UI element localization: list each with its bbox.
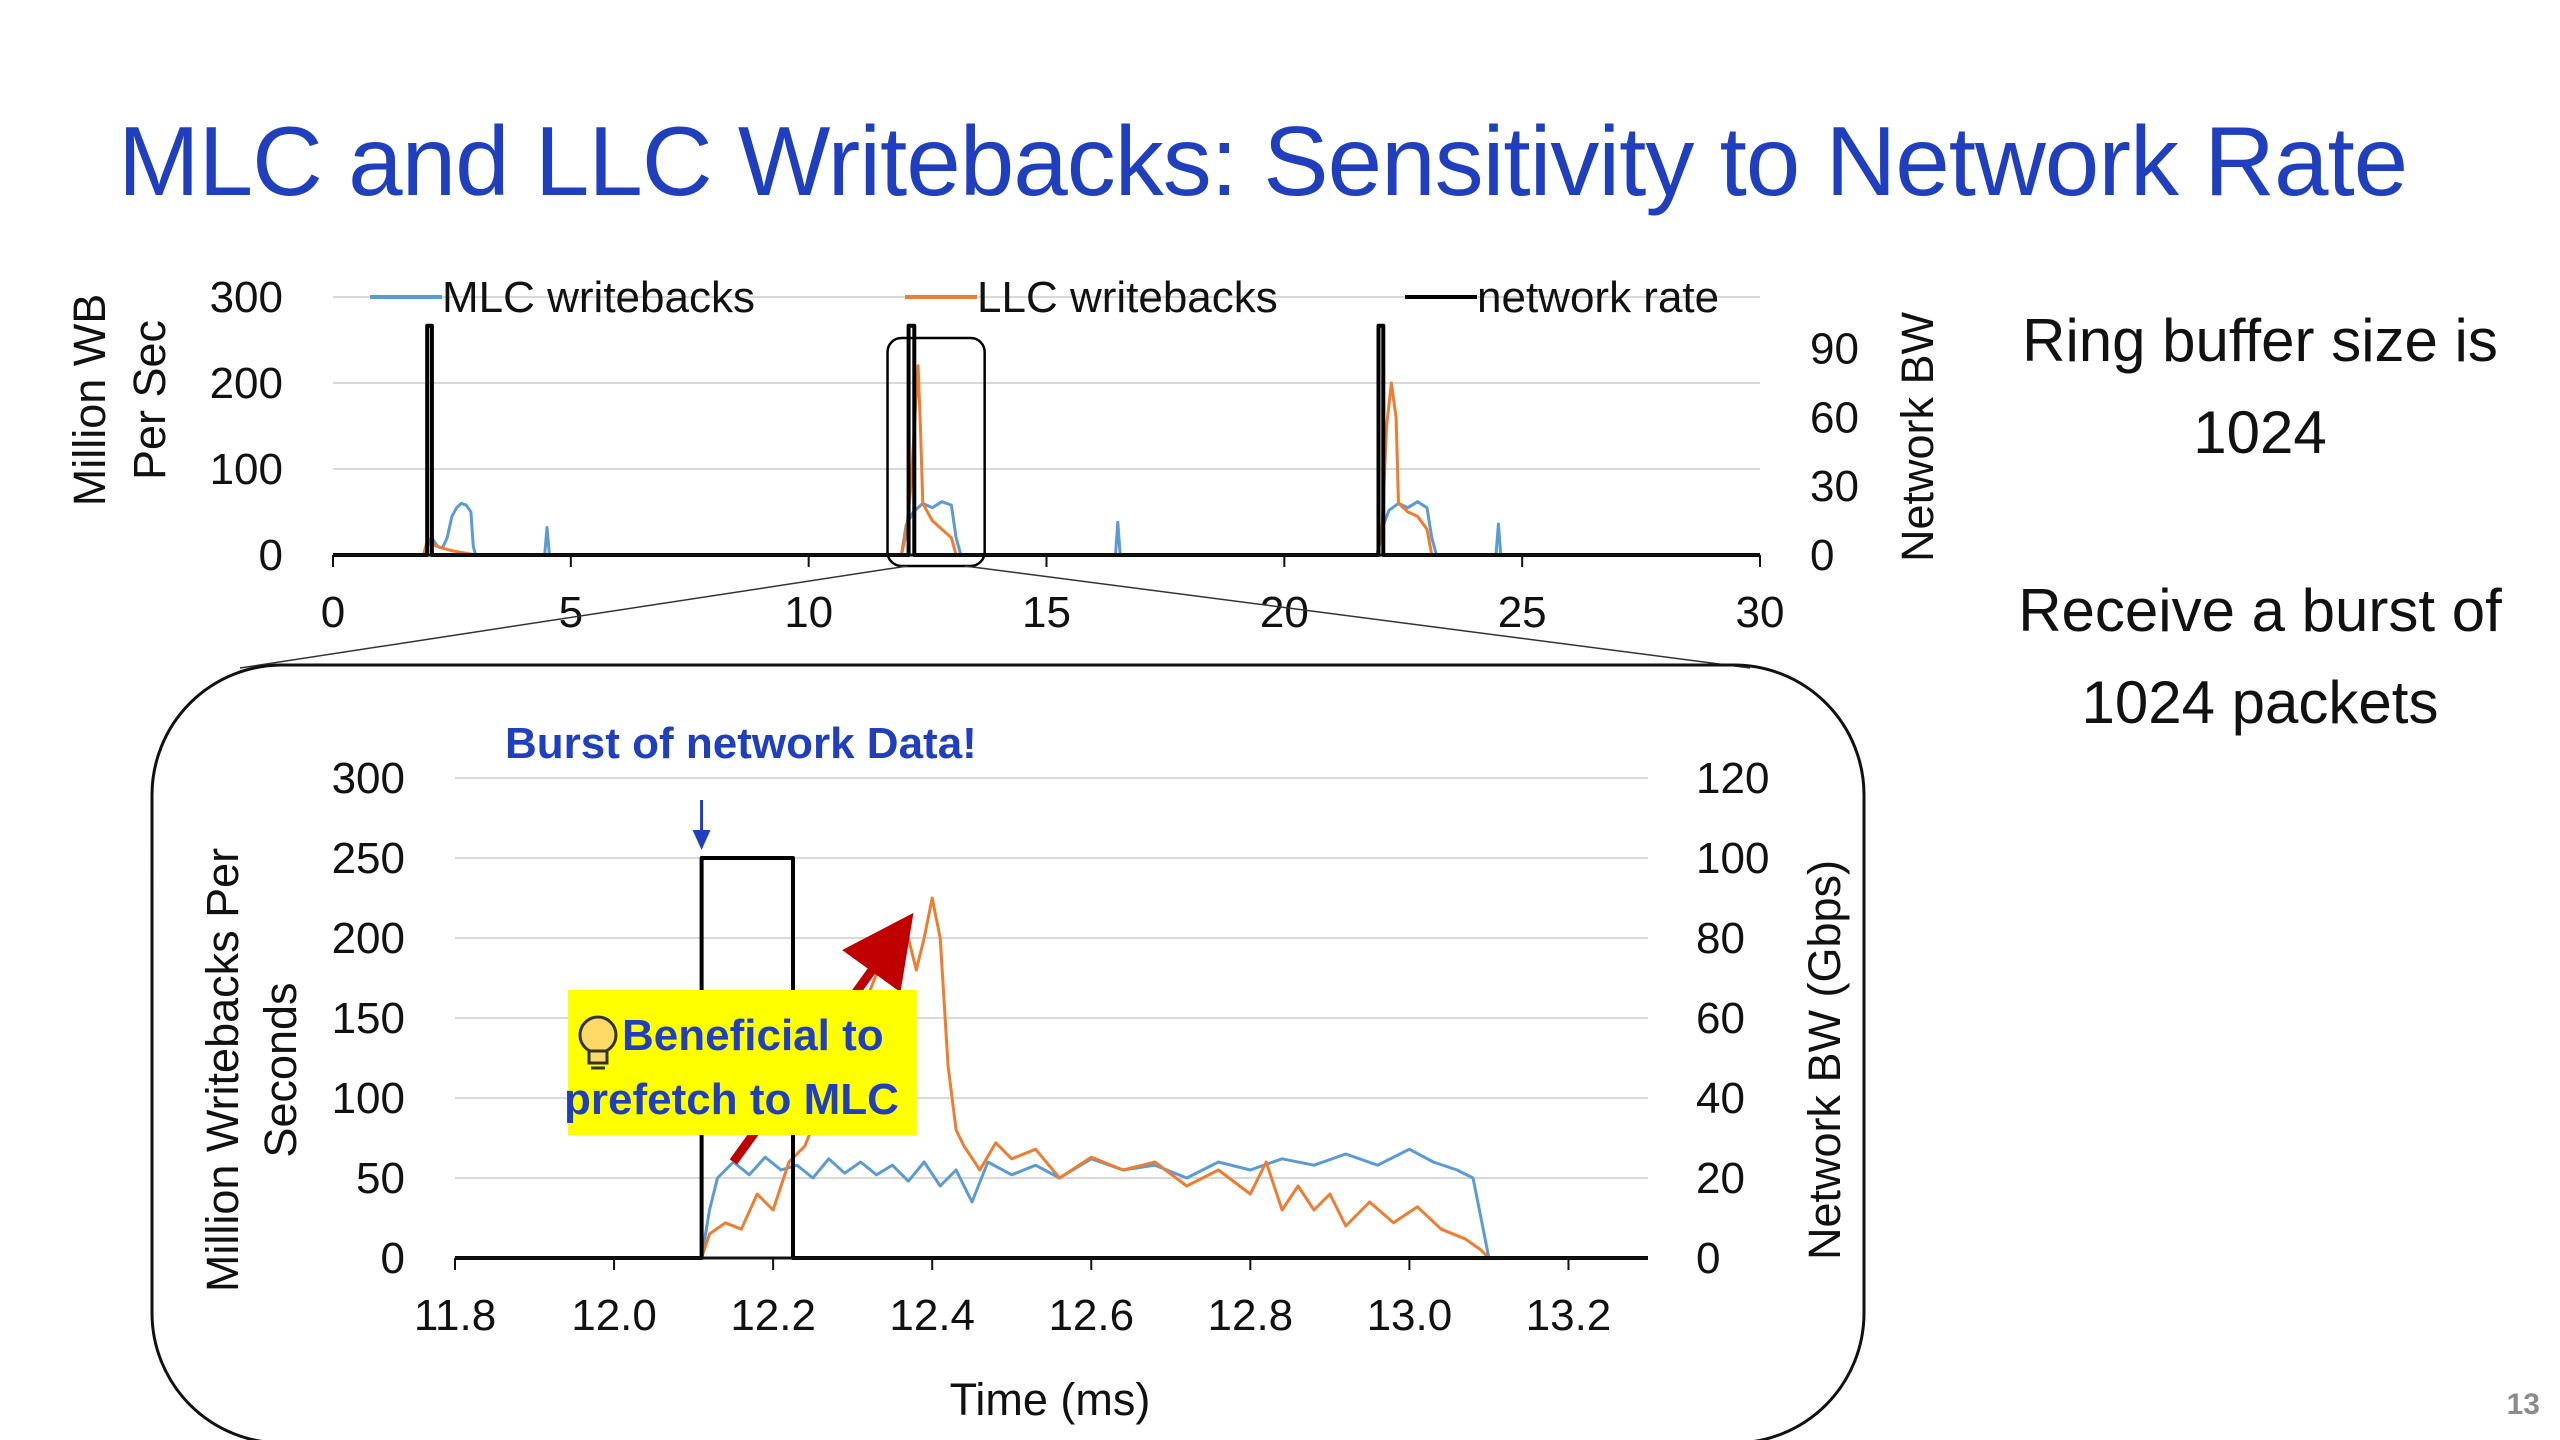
y2-tick-label: 60 (1810, 393, 1859, 442)
x-tick-label: 12.4 (889, 1291, 975, 1340)
zoomed-chart: 0 50 100 150 200 250 300 0 20 40 60 80 100 120 11.8 12.… (197, 719, 1850, 1425)
y2-tick-label: 30 (1810, 462, 1859, 511)
burst-annotation: Burst of network Data! (505, 719, 977, 768)
x-tick-label: 13.2 (1526, 1291, 1612, 1340)
slide-title: MLC and LLC Writebacks: Sensitivity to N… (118, 106, 2408, 216)
legend-entry: MLC writebacks (442, 273, 755, 322)
x-tick-label: 12.8 (1208, 1291, 1294, 1340)
overview-tick-labels: 0 100 200 300 0 30 60 90 0 5 10 15 20 25 30 (210, 273, 1859, 637)
y-tick-label: 100 (332, 1074, 405, 1123)
overview-gridlines (333, 296, 1760, 470)
y-tick-label: 0 (381, 1234, 405, 1283)
y-tick-label: 250 (332, 834, 405, 883)
zoom-highlight-box (886, 336, 986, 568)
zoom-connector-right (964, 565, 1751, 669)
y2-tick-label: 120 (1696, 754, 1769, 803)
x-tick-label: 12.6 (1048, 1291, 1134, 1340)
zoomed-y-axis-title: Million Writebacks Per Seconds (197, 848, 306, 1292)
llc-writebacks-series-line (455, 896, 1648, 1260)
y2-tick-label: 20 (1696, 1154, 1745, 1203)
y2-tick-label: 60 (1696, 994, 1745, 1043)
y2-tick-label: 90 (1810, 325, 1859, 374)
x-tick-label: 0 (321, 588, 345, 637)
zoomed-tick-labels: 0 50 100 150 200 250 300 0 20 40 60 80 100 120 11.8 12.… (332, 754, 1770, 1340)
x-tick-label: 10 (784, 588, 833, 637)
highlight-text-line2: prefetch to MLC (564, 1075, 899, 1124)
ring-buffer-note: Ring buffer size is 1024 (2022, 307, 2498, 466)
x-tick-label: 11.8 (414, 1291, 496, 1340)
y-tick-label: 50 (356, 1154, 405, 1203)
y2-tick-label: 40 (1696, 1074, 1745, 1123)
zoomed-ylabel-line1: Million Writebacks Per (197, 848, 248, 1292)
zoomed-ylabel-line2: Seconds (255, 982, 306, 1157)
y-tick-label: 300 (210, 273, 283, 322)
x-tick-label: 5 (559, 588, 583, 637)
legend-entry: network rate (1477, 273, 1719, 322)
legend-entry: LLC writebacks (977, 273, 1278, 322)
overview-legend: MLC writebacks LLC writebacks network rate (370, 273, 1719, 322)
mlc-writebacks-series-line (455, 1147, 1648, 1260)
y2-tick-label: 0 (1696, 1234, 1720, 1283)
overview-y2-axis-title: Network BW (1892, 311, 1943, 562)
overview-chart: 0 100 200 300 0 30 60 90 0 5 10 15 20 25 30 MLC writeb… (64, 273, 1943, 669)
lightbulb-icon (578, 1015, 618, 1070)
y2-tick-label: 80 (1696, 914, 1745, 963)
zoomed-axes (454, 1256, 1648, 1270)
y-tick-label: 200 (210, 359, 283, 408)
zoomed-gridlines (455, 777, 1648, 1179)
overview-series (333, 323, 1760, 557)
llc-writebacks-series-line (333, 364, 1760, 557)
arrow-head (692, 830, 711, 850)
y-tick-label: 100 (210, 445, 283, 494)
zoomed-y2-axis-title: Network BW (Gbps) (1799, 860, 1850, 1260)
overview-ylabel-line2: Per Sec (124, 320, 175, 480)
x-tick-label: 12.0 (571, 1291, 657, 1340)
network-rate-series-line (333, 323, 1760, 557)
y2-tick-label: 100 (1696, 834, 1769, 883)
overview-axes (332, 553, 1761, 567)
x-tick-label: 13.0 (1367, 1291, 1453, 1340)
highlight-callout: Beneficial to prefetch to MLC (564, 990, 917, 1135)
x-tick-label: 12.2 (730, 1291, 816, 1340)
y2-tick-label: 0 (1810, 531, 1834, 580)
highlight-box (568, 990, 917, 1135)
zoomed-x-axis-title: Time (ms) (950, 1374, 1151, 1425)
y-tick-label: 150 (332, 994, 405, 1043)
highlight-text-line1: Beneficial to (622, 1011, 884, 1060)
y-tick-label: 300 (332, 754, 405, 803)
x-tick-label: 20 (1260, 588, 1309, 637)
overview-y-axis-title: Million WB Per Sec (64, 294, 175, 507)
x-tick-label: 25 (1498, 588, 1547, 637)
x-tick-label: 15 (1022, 588, 1071, 637)
overview-ylabel-line1: Million WB (64, 294, 115, 507)
y-tick-label: 0 (259, 531, 283, 580)
zoom-connector-left (239, 565, 908, 669)
burst-note: Receive a burst of 1024 packets (2018, 577, 2502, 736)
x-tick-label: 30 (1736, 588, 1785, 637)
mlc-writebacks-series-line (333, 500, 1760, 557)
slide-number: 13 (2506, 1388, 2540, 1421)
zoom-callout-frame (150, 663, 1866, 1440)
y-tick-label: 200 (332, 914, 405, 963)
arrow-down-icon (692, 800, 711, 850)
